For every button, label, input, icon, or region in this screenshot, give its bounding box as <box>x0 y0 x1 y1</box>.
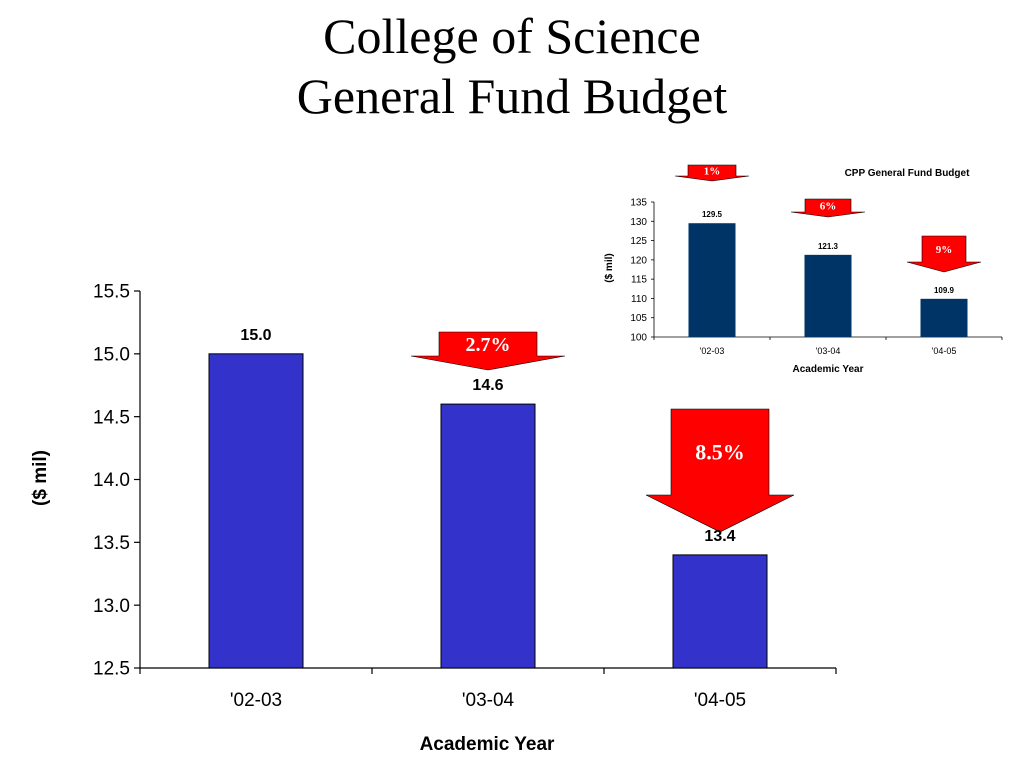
main-category-label-2: '04-05 <box>694 690 746 711</box>
main-arrow-0-shape <box>410 331 566 371</box>
inset-y-axis-title: ($ mil) <box>604 253 615 282</box>
inset-bar-2 <box>920 298 968 337</box>
inset-bar-1 <box>804 254 852 337</box>
inset-y-tick-label: 130 <box>630 217 647 228</box>
inset-value-label-1: 121.3 <box>818 242 839 251</box>
main-arrow-1-shape <box>645 408 795 533</box>
slide-title: College of Science General Fund Budget <box>0 6 1024 126</box>
main-y-tick-label: 13.5 <box>93 533 130 554</box>
main-text: 12.5 13.0 13.5 14.0 14.5 15.0 15.5 15.0 '02-03 14… <box>30 282 746 755</box>
inset-y-tick-label: 135 <box>630 198 647 209</box>
inset-arrow-2-shape <box>906 235 982 273</box>
main-y-tick-label: 12.5 <box>93 659 130 680</box>
slide-title-line1: College of Science <box>323 8 701 64</box>
inset-y-tick-label: 125 <box>630 236 647 247</box>
main-y-tick-label: 14.0 <box>93 470 130 491</box>
slide-title-line2: General Fund Budget <box>296 68 728 124</box>
main-value-label-2: 13.4 <box>704 528 735 545</box>
main-value-label-1: 14.6 <box>472 377 503 394</box>
inset-value-label-2: 109.9 <box>934 286 955 295</box>
main-bar-0 <box>208 353 304 669</box>
main-y-tick-label: 15.5 <box>93 282 130 303</box>
main-arrows: 2.7% 8.5% <box>410 331 795 533</box>
main-bar-1 <box>440 403 536 669</box>
inset-arrow-0-label: 1% <box>704 165 721 177</box>
main-category-label-1: '03-04 <box>462 690 515 711</box>
inset-chart-title: CPP General Fund Budget <box>845 168 970 179</box>
inset-y-tick-label: 115 <box>631 275 647 286</box>
inset-arrow-0-shape <box>674 164 750 182</box>
inset-bar-0 <box>688 223 736 337</box>
main-x-axis-title: Academic Year <box>420 734 555 755</box>
main-y-tick-label: 14.5 <box>93 407 130 428</box>
main-y-axis-title: ($ mil) <box>30 450 51 506</box>
inset-arrow-1-label: 6% <box>820 200 837 212</box>
main-y-tick-label: 15.0 <box>93 344 130 365</box>
inset-y-tick-label: 105 <box>630 313 647 324</box>
main-category-label-0: '02-03 <box>230 690 282 711</box>
inset-category-label-2: '04-05 <box>932 346 957 356</box>
main-value-label-0: 15.0 <box>240 327 271 344</box>
inset-arrow-2-label: 9% <box>936 244 953 256</box>
inset-text: 100 105 110 115 120 125 130 135 129.5 '02-03 121.3… <box>604 168 970 375</box>
inset-bars <box>688 223 968 337</box>
inset-y-tick-label: 100 <box>630 333 647 344</box>
inset-arrows: 1% 6% 9% <box>674 164 982 273</box>
inset-category-label-1: '03-04 <box>816 346 841 356</box>
main-bars <box>208 353 768 669</box>
inset-x-axis-title: Academic Year <box>793 364 864 375</box>
main-arrow-0-label: 2.7% <box>466 334 511 356</box>
inset-y-tick-label: 110 <box>631 294 647 305</box>
inset-category-label-0: '02-03 <box>700 346 725 356</box>
main-bar-2 <box>672 554 768 669</box>
inset-value-label-0: 129.5 <box>702 210 723 219</box>
main-arrow-1-label: 8.5% <box>695 440 745 465</box>
inset-y-tick-label: 120 <box>630 255 647 266</box>
main-y-tick-label: 13.0 <box>93 596 130 617</box>
inset-arrow-1-shape <box>790 198 866 218</box>
